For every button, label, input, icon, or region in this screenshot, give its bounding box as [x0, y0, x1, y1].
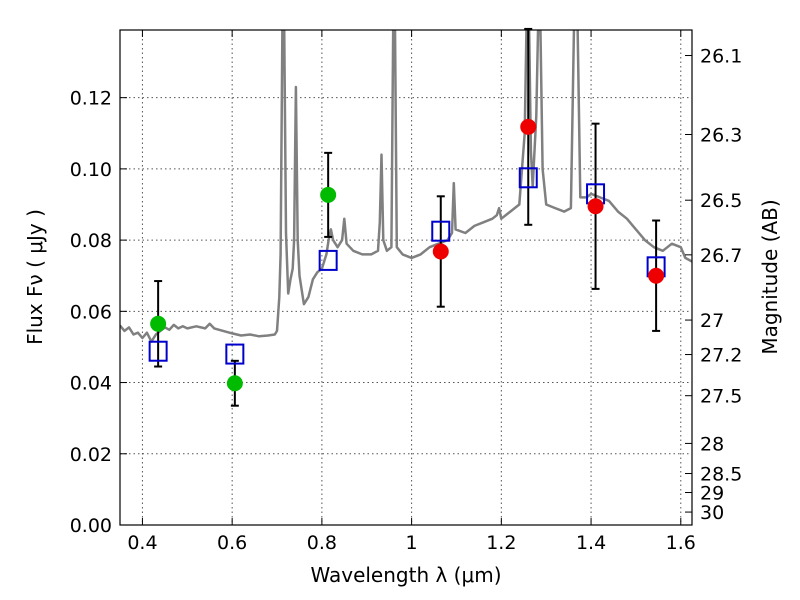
x-tick-label: 0.4: [127, 532, 157, 554]
x-tick-label: 1: [406, 532, 418, 554]
y-right-tick-label: 26.3: [700, 125, 742, 147]
x-tick-label: 1.4: [576, 532, 606, 554]
y-tick-label: 0.04: [70, 373, 112, 395]
green-point: [150, 315, 167, 332]
observed-markers: [150, 118, 665, 392]
model-square-point: [318, 249, 338, 271]
spectrum-line: [120, 30, 692, 343]
green-point: [320, 186, 337, 203]
y-right-tick-label: 27.2: [700, 345, 742, 367]
green-point: [226, 375, 243, 392]
grid-lines: [120, 30, 692, 526]
y-tick-label: 0.08: [70, 230, 112, 252]
y-tick-label: 0.10: [70, 159, 112, 181]
red-point: [520, 118, 537, 135]
y-right-tick-label: 28.5: [700, 464, 742, 486]
y-tick-label: 0.00: [70, 515, 112, 537]
y-right-tick-label: 29: [700, 483, 724, 505]
x-axis: 0.4 0.6 0.8 1 1.2 1.4 1.6: [127, 30, 696, 554]
y-right-tick-label: 30: [700, 502, 724, 524]
y-tick-label: 0.06: [70, 301, 112, 323]
y-right-tick-label: 27.5: [700, 386, 742, 408]
y-tick-label: 0.12: [70, 88, 112, 110]
y-right-tick-label: 27: [700, 310, 724, 332]
y-right-tick-label: 28: [700, 433, 724, 455]
x-tick-label: 1.2: [486, 532, 516, 554]
x-tick-label: 1.6: [666, 532, 696, 554]
x-axis-label: Wavelength λ (μm): [310, 563, 501, 587]
y-axis-right-label: Magnitude (AB): [758, 199, 782, 354]
y-right-tick-label: 26.1: [700, 46, 742, 68]
y-right-tick-label: 26.5: [700, 190, 742, 212]
red-point: [648, 267, 665, 284]
red-point: [432, 243, 449, 260]
model-square-point: [225, 343, 245, 365]
model-square-point: [518, 167, 538, 189]
model-square-point: [148, 340, 168, 362]
plot-frame: [119, 29, 693, 526]
red-point: [587, 198, 604, 215]
y-right-tick-label: 26.7: [700, 245, 742, 267]
y-axis-label: Flux Fν ( μJy ): [23, 209, 47, 345]
x-tick-label: 0.6: [217, 532, 247, 554]
spectrum-layer: [120, 30, 692, 343]
y-tick-label: 0.02: [70, 444, 112, 466]
x-tick-label: 0.8: [307, 532, 337, 554]
y-axis-left: 0.00 0.02 0.04 0.06 0.08 0.10 0.12: [70, 88, 127, 537]
model-square-point: [431, 220, 451, 242]
